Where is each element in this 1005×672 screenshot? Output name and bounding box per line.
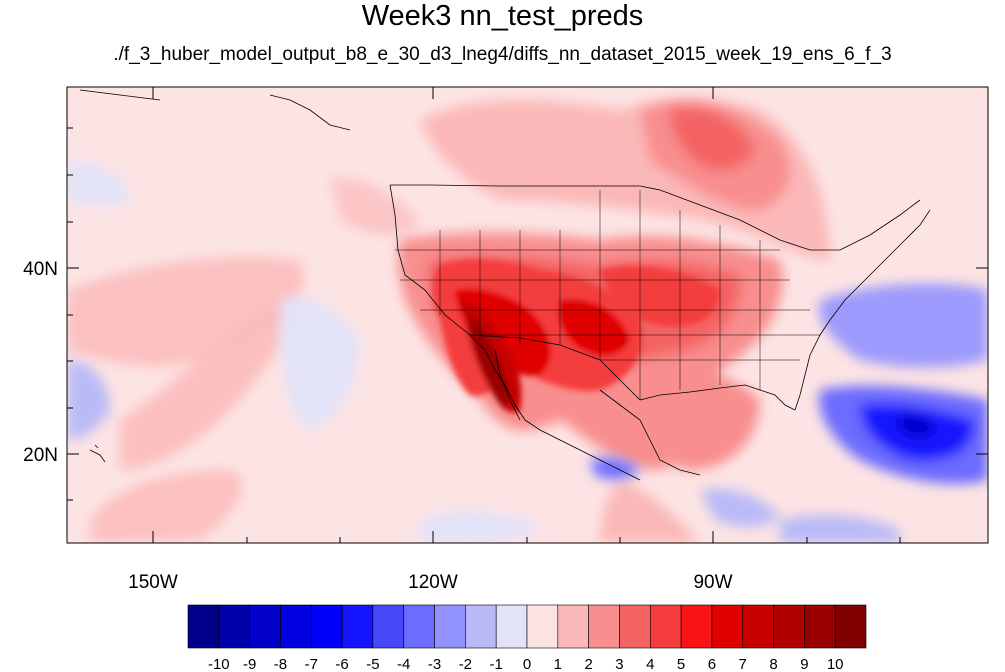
atlantic-coast xyxy=(794,209,931,411)
colorbar-swatch xyxy=(649,604,682,649)
colorbar-swatch xyxy=(403,604,435,649)
colorbar-swatch xyxy=(187,604,220,649)
us-canada-border xyxy=(390,184,921,251)
colorbar-swatch xyxy=(372,604,405,649)
mexico-pacific-coast xyxy=(524,419,641,481)
colorbar-swatch xyxy=(773,604,805,649)
colorbar-label: 1 xyxy=(554,656,562,672)
baja-peninsula xyxy=(494,349,521,421)
lat-axis-labels: 40N 20N xyxy=(23,259,58,466)
state-lines-horizontal xyxy=(395,249,820,361)
lon-axis-labels: 150W 120W 90W xyxy=(128,572,732,593)
colorbar-label: 0 xyxy=(523,656,531,672)
colorbar-label: -1 xyxy=(490,656,503,672)
colorbar-label: 9 xyxy=(800,656,808,672)
southwest-core xyxy=(432,259,720,413)
colorbar-swatch xyxy=(619,604,651,649)
colorbar-swatch xyxy=(249,604,281,649)
gulf-us-coast xyxy=(639,384,796,411)
colorbar-label: 3 xyxy=(615,656,623,672)
lat-label-40n: 40N xyxy=(23,259,58,280)
colorbar: -10 -9 -8 -7 -6 -5 -4 -3 -2 -1 0 1 2 3 4 5 6 7 8 9 10 xyxy=(187,604,867,672)
map-field xyxy=(67,87,988,543)
colorbar-swatch xyxy=(834,604,867,649)
colorbar-swatch xyxy=(465,604,497,649)
map-title: Week3 nn_test_preds xyxy=(361,0,644,32)
us-mexico-border xyxy=(469,334,641,401)
axis-ticks xyxy=(67,87,988,543)
colorbar-swatch xyxy=(310,604,343,649)
gulf-mexico-coast xyxy=(599,389,701,476)
colorbar-label: -10 xyxy=(208,656,230,672)
colorbar-swatch xyxy=(280,604,312,649)
colorbar-swatch xyxy=(495,604,528,649)
colorbar-label: -8 xyxy=(274,656,287,672)
colorbar-swatch xyxy=(434,604,466,649)
colorbar-swatch xyxy=(526,604,559,649)
colorbar-label: 4 xyxy=(646,656,654,672)
colorbar-label: -4 xyxy=(397,656,410,672)
colorbar-swatch xyxy=(711,604,744,649)
negative-anomaly-field xyxy=(67,160,988,543)
colorbar-label: -5 xyxy=(366,656,379,672)
colorbar-swatch xyxy=(742,604,774,649)
lat-label-20n: 20N xyxy=(23,445,58,466)
colorbar-label: 8 xyxy=(769,656,777,672)
colorbar-label: 2 xyxy=(584,656,592,672)
hawaii-islands xyxy=(89,444,106,463)
colorbar-swatch xyxy=(218,604,250,649)
state-lines-vertical xyxy=(439,190,761,400)
colorbar-swatch xyxy=(680,604,713,649)
colorbar-swatch xyxy=(341,604,374,649)
colorbar-label: -2 xyxy=(459,656,472,672)
lon-label-120w: 120W xyxy=(408,572,458,593)
colorbar-swatch xyxy=(588,604,620,649)
colorbar-label: 10 xyxy=(827,656,844,672)
lon-label-90w: 90W xyxy=(693,572,732,593)
west-coast xyxy=(389,184,526,421)
colorbar-label: -6 xyxy=(335,656,348,672)
colorbar-label: 7 xyxy=(739,656,747,672)
colorbar-swatch xyxy=(557,604,589,649)
colorbar-label: -9 xyxy=(243,656,256,672)
colorbar-label: 6 xyxy=(708,656,716,672)
lon-label-150w: 150W xyxy=(128,572,178,593)
alaska-coast xyxy=(79,89,351,131)
map-subtitle: ./f_3_huber_model_output_b8_e_30_d3_lneg… xyxy=(113,44,892,65)
coastlines xyxy=(79,89,931,481)
colorbar-swatch xyxy=(804,604,836,649)
colorbar-label: 5 xyxy=(677,656,685,672)
colorbar-label: -7 xyxy=(305,656,318,672)
colorbar-label: -3 xyxy=(428,656,441,672)
